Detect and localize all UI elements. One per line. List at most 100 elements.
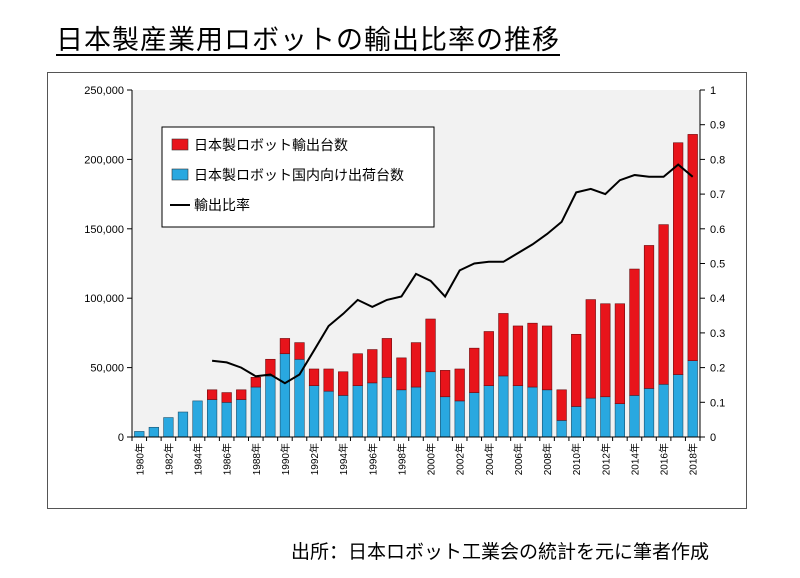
y-left-tick-label: 200,000 (84, 154, 124, 166)
bar-export (221, 392, 232, 403)
legend-entry-label: 日本製ロボット輸出台数 (194, 138, 348, 154)
bar-domestic (367, 382, 378, 438)
bar-domestic (221, 401, 232, 438)
y-right-tick-label: 0.5 (710, 259, 725, 271)
bar-export (367, 349, 378, 384)
bar-domestic (571, 406, 582, 438)
x-tick-label: 1998年 (395, 443, 408, 475)
x-tick-label: 2008年 (541, 443, 554, 475)
y-right-tick-label: 0.2 (710, 363, 725, 375)
bar-domestic (236, 399, 247, 438)
bar-domestic (308, 385, 320, 438)
y-right-tick-label: 0.4 (710, 293, 725, 305)
x-tick-label: 2018年 (687, 443, 700, 475)
bar-domestic (381, 377, 392, 438)
bar-domestic (512, 385, 524, 438)
y-right-tick-label: 1 (710, 85, 716, 97)
bar-export (687, 134, 698, 361)
y-right-tick-label: 0.1 (710, 397, 725, 409)
bar-export (600, 303, 611, 398)
bar-domestic (498, 375, 509, 438)
x-tick-label: 1990年 (279, 443, 292, 475)
bar-export (323, 368, 334, 392)
bar-export (541, 325, 553, 391)
bar-export (294, 342, 305, 360)
y-right-tick-label: 0.8 (710, 154, 725, 166)
x-tick-label: 2000年 (425, 443, 438, 475)
x-tick-label: 2014年 (628, 443, 641, 475)
legend-swatch (171, 138, 189, 151)
bar-export (381, 338, 392, 378)
bar-domestic (658, 383, 669, 438)
bar-export (352, 353, 363, 386)
y-left-tick-label: 50,000 (90, 363, 124, 375)
bar-export (250, 377, 261, 388)
bar-domestic (425, 371, 436, 438)
x-tick-label: 1986年 (221, 443, 234, 475)
bar-export (236, 389, 247, 400)
bar-export (483, 331, 494, 386)
bar-domestic (673, 374, 684, 438)
series-line-export-ratio (211, 163, 694, 385)
x-tick-label: 2016年 (658, 443, 671, 475)
bar-domestic (177, 411, 189, 438)
y-left-tick-label: 150,000 (84, 224, 124, 236)
bar-export (206, 389, 218, 400)
bar-export (585, 299, 596, 399)
y-right-tick-label: 0.6 (710, 224, 725, 236)
x-tick-label: 2012年 (599, 443, 612, 475)
x-tick-label: 1988年 (250, 443, 263, 475)
bar-domestic (410, 386, 422, 438)
bar-domestic (148, 426, 159, 438)
legend-swatch (171, 168, 189, 181)
x-tick-label: 2010年 (570, 443, 583, 475)
x-tick-label: 2002年 (454, 443, 467, 475)
y-right-tick-label: 0.9 (710, 120, 725, 132)
bar-export (425, 318, 436, 373)
bar-export (279, 338, 291, 355)
bar-export (571, 333, 582, 407)
x-tick-label: 1982年 (162, 443, 175, 475)
legend-entry-label: 日本製ロボット国内向け出荷台数 (194, 168, 404, 184)
bar-export (410, 342, 422, 388)
bar-export (440, 370, 451, 398)
bar-domestic (585, 397, 596, 438)
bar-domestic (600, 396, 611, 438)
y-right-tick-label: 0.3 (710, 328, 725, 340)
bar-domestic (396, 389, 407, 438)
bar-domestic (279, 353, 291, 438)
bar-export (629, 268, 640, 396)
bar-domestic (134, 431, 145, 438)
y-right-tick-label: 0.7 (710, 189, 725, 201)
bar-export (396, 357, 407, 391)
chart-frame: 0 50,000 100,000 150,000 200,000 250,000 0 0.1 0… (47, 72, 747, 509)
bar-export (556, 389, 567, 421)
bar-domestic (440, 396, 451, 438)
bar-export (454, 368, 465, 402)
bar-domestic (556, 420, 567, 438)
x-tick-label: 1994年 (337, 443, 350, 475)
x-tick-label: 1980年 (133, 443, 146, 475)
bar-export (614, 303, 626, 404)
bar-export (673, 142, 684, 375)
export-ratio-chart: 0 50,000 100,000 150,000 200,000 250,000 0 0.1 0… (84, 85, 725, 475)
bar-export (658, 224, 669, 385)
bar-domestic (469, 392, 480, 438)
x-tick-label: 1992年 (308, 443, 321, 475)
x-tick-label: 1996年 (366, 443, 379, 475)
bar-domestic (206, 399, 218, 438)
y-left-tick-label: 100,000 (84, 293, 124, 305)
bar-export (338, 371, 349, 396)
bar-domestic (687, 360, 698, 438)
legend-entry-label: 輸出比率 (194, 197, 250, 214)
bar-domestic (338, 395, 349, 438)
bar-domestic (629, 395, 640, 438)
bar-domestic (265, 375, 276, 438)
bar-export (643, 245, 655, 389)
bar-domestic (352, 385, 363, 438)
bar-domestic (294, 358, 305, 438)
y-left-tick-label: 250,000 (84, 85, 124, 97)
bar-domestic (483, 385, 494, 438)
bar-export (308, 368, 320, 386)
bar-export (512, 325, 524, 386)
